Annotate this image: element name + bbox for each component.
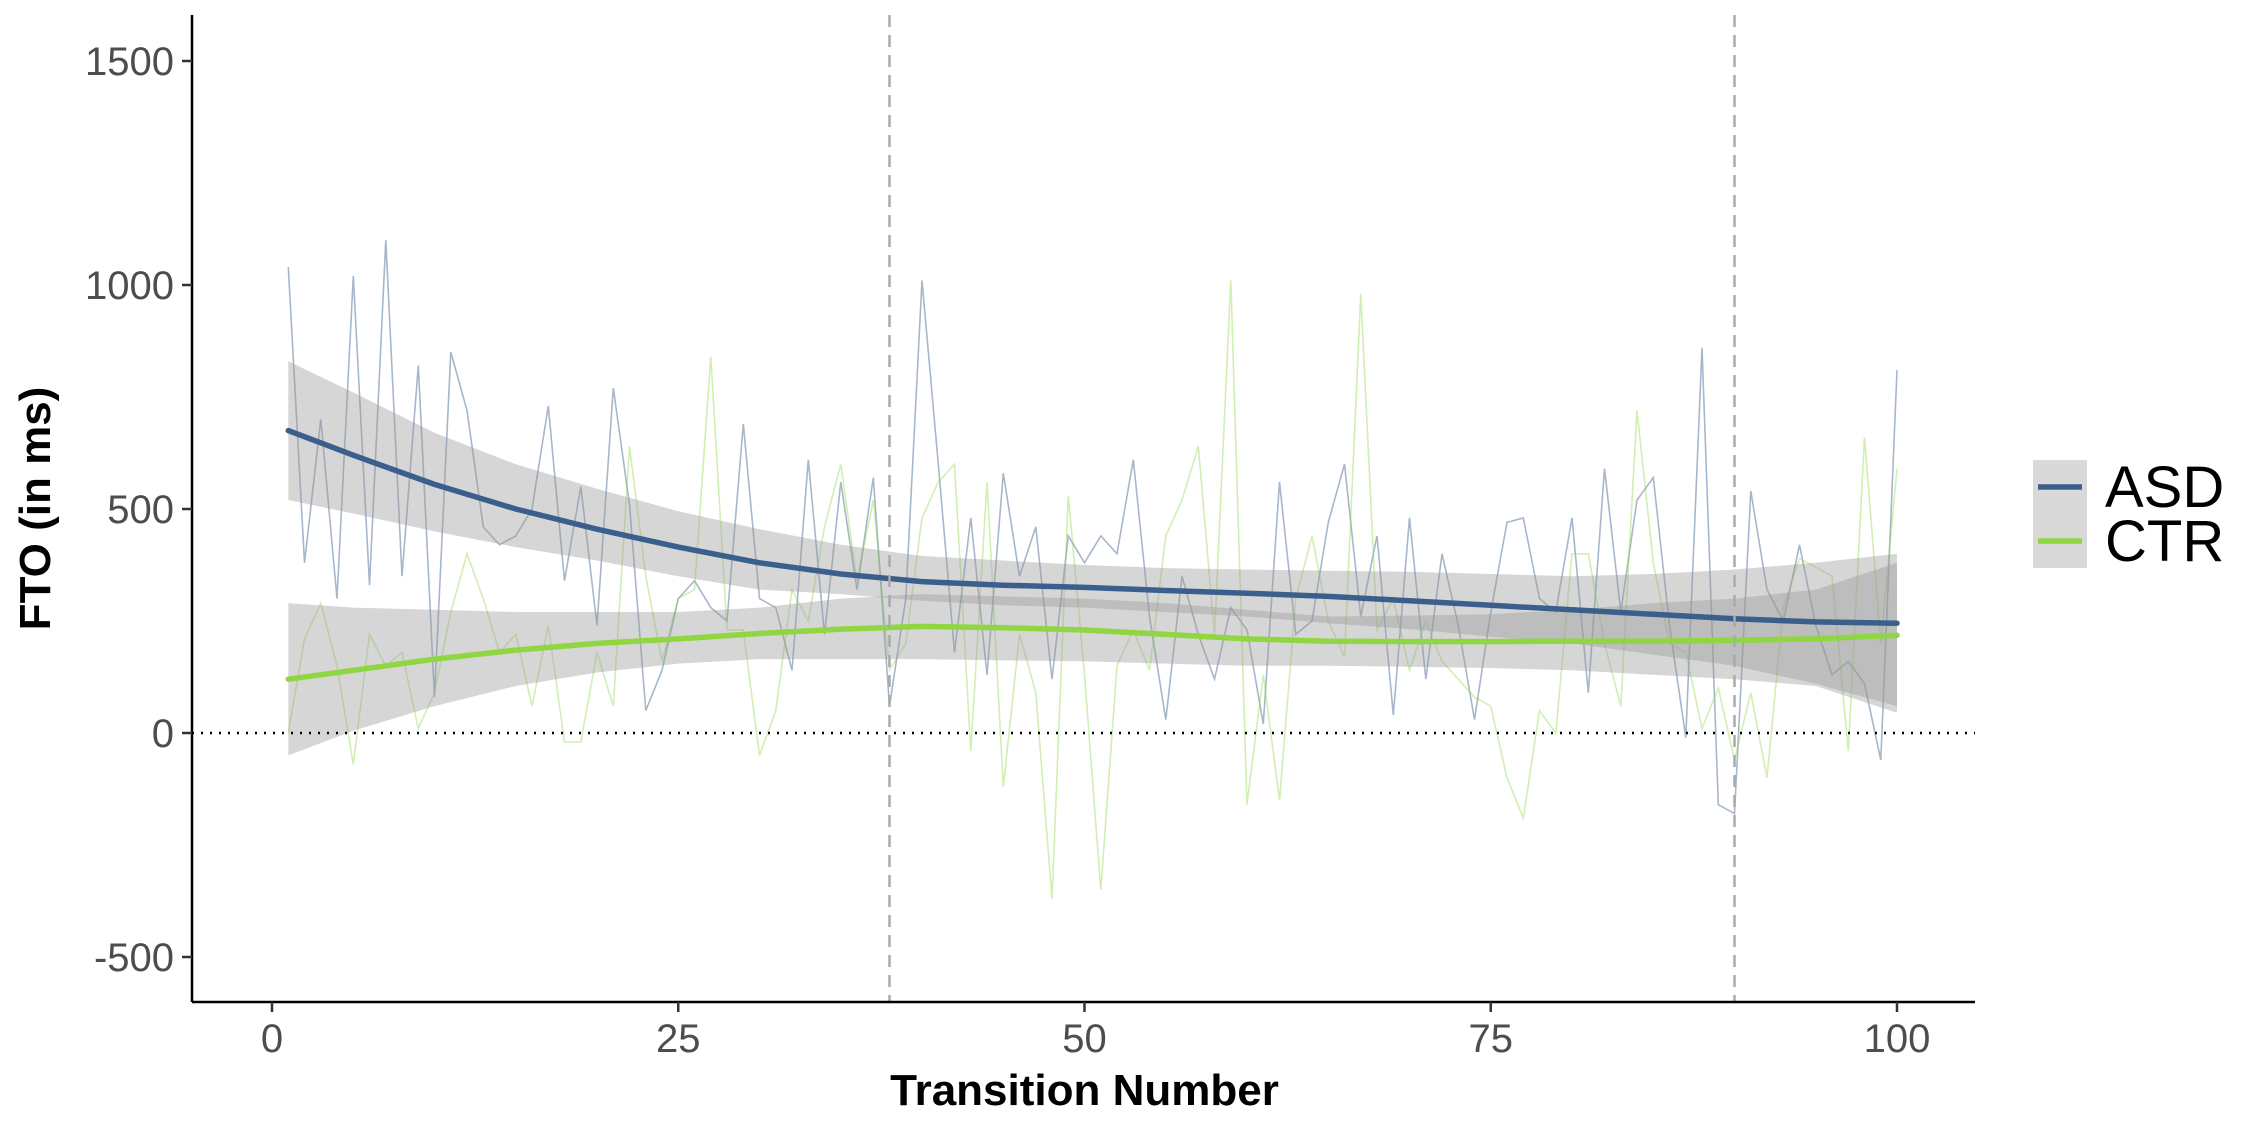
axes <box>182 15 1975 1012</box>
y-tick-label: 0 <box>152 712 174 756</box>
y-tick-label: 1500 <box>85 40 174 84</box>
tick-labels: 0 25 50 75 100 -500 0 500 1000 1500 <box>85 40 1930 1061</box>
x-tick-label: 0 <box>261 1017 283 1061</box>
raw-line-asd <box>287 240 1898 815</box>
x-tick-label: 50 <box>1062 1017 1107 1061</box>
x-tick-label: 100 <box>1864 1017 1931 1061</box>
y-tick-label: 500 <box>107 488 174 532</box>
legend-label-asd: ASD <box>2105 455 2224 520</box>
x-tick-label: 25 <box>656 1017 701 1061</box>
y-tick-label: 1000 <box>85 264 174 308</box>
confidence-band-asd <box>288 361 1897 707</box>
y-tick-label: -500 <box>94 936 174 980</box>
smooth-line-ctr <box>285 623 1900 682</box>
y-axis-title: FTO (in ms) <box>11 387 60 631</box>
x-tick-label: 75 <box>1469 1017 1514 1061</box>
confidence-band-ctr <box>288 562 1897 756</box>
reference-lines <box>192 15 1975 1002</box>
x-axis-title: Transition Number <box>890 1066 1279 1115</box>
smooth-line-asd <box>285 427 1900 626</box>
legend-label-ctr: CTR <box>2105 509 2224 574</box>
raw-line-ctr <box>287 280 1898 899</box>
plot-area <box>285 240 1900 899</box>
